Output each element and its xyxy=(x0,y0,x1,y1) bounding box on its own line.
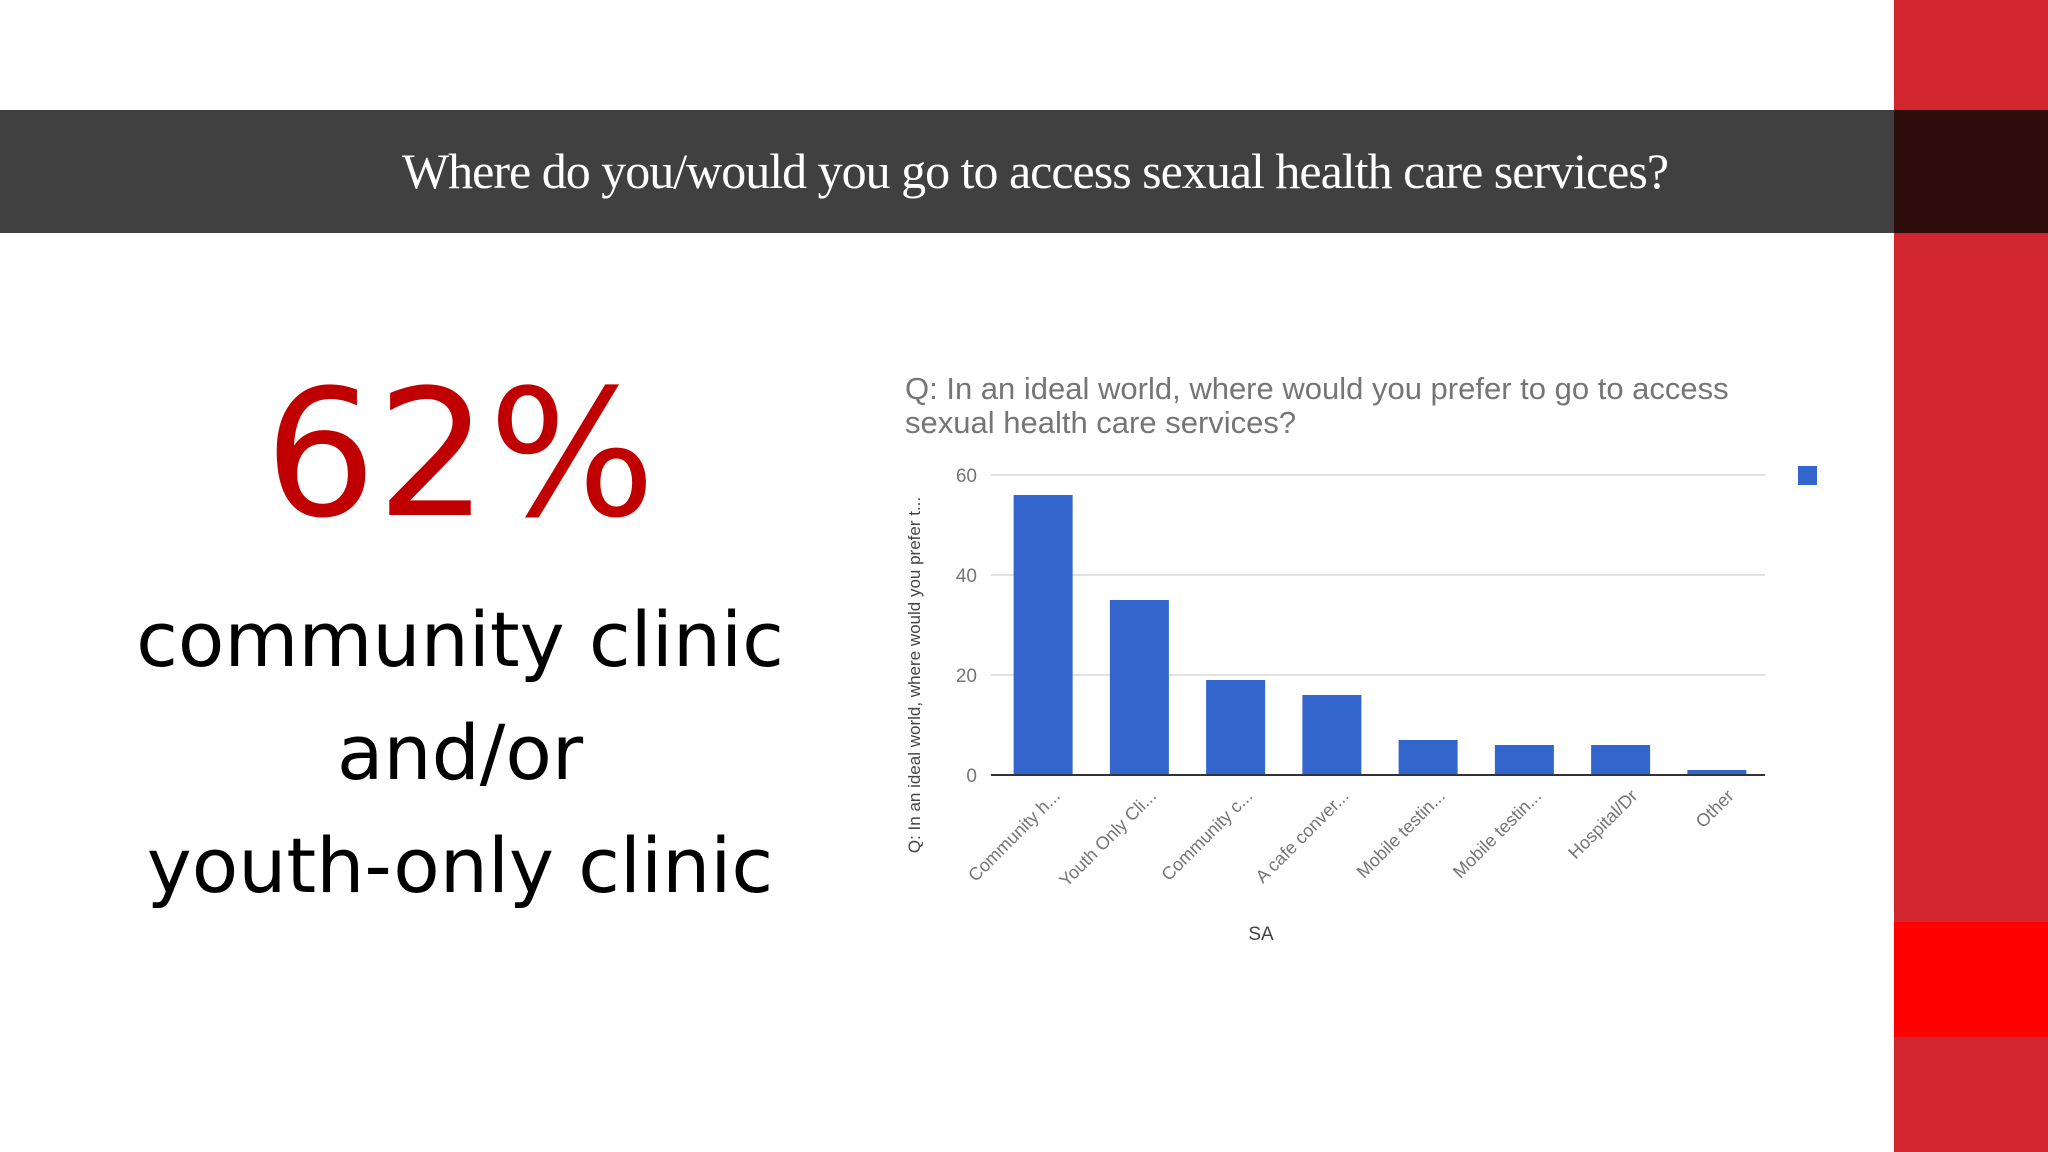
right-accent-bar-dark-segment xyxy=(1894,110,2048,233)
chart-title: Q: In an ideal world, where would you pr… xyxy=(905,372,1865,440)
chart-title-line: sexual health care services? xyxy=(905,405,1297,440)
bar xyxy=(1302,695,1362,775)
x-tick-label: Mobile testin... xyxy=(1353,786,1449,882)
x-tick-label: A cafe conver... xyxy=(1252,786,1353,887)
bar xyxy=(1013,495,1073,775)
x-axis-label: SA xyxy=(1248,924,1274,945)
bar xyxy=(1398,740,1458,775)
chart-plot: 0 20 40 60 Community h...Youth Only Cli...Co… xyxy=(905,466,1817,945)
bar xyxy=(1109,600,1169,775)
bar-chart: Q: In an ideal world, where would you pr… xyxy=(880,360,1880,960)
bar xyxy=(1206,680,1266,775)
stat-value: 62% xyxy=(264,352,656,557)
right-accent-bar-bright-segment xyxy=(1894,922,2048,1037)
title-band: Where do you/would you go to access sexu… xyxy=(0,110,1894,233)
stat-caption-line: youth-only clinic xyxy=(146,821,774,910)
y-axis-label: Q: In an ideal world, where would you pr… xyxy=(905,497,924,853)
x-tick-label: Community h... xyxy=(964,786,1064,886)
x-tick-label: Other xyxy=(1692,786,1738,832)
y-tick-label: 60 xyxy=(956,466,977,487)
x-tick-label: Mobile testin... xyxy=(1449,786,1545,882)
slide-title: Where do you/would you go to access sexu… xyxy=(401,143,1669,199)
x-tick-label: Community c... xyxy=(1157,786,1256,885)
chart-title-line: Q: In an ideal world, where would you pr… xyxy=(905,371,1729,406)
y-tick-label: 20 xyxy=(956,666,977,687)
x-tick-label: Youth Only Cli... xyxy=(1055,786,1160,891)
bar xyxy=(1494,745,1554,775)
legend-swatch xyxy=(1798,466,1817,485)
y-tick-label: 0 xyxy=(966,766,977,787)
x-tick-label: Hospital/Dr xyxy=(1564,786,1641,863)
y-tick-label: 40 xyxy=(956,566,977,587)
bar xyxy=(1687,770,1747,775)
bar xyxy=(1591,745,1651,775)
stat-caption-line: community clinic xyxy=(136,595,784,684)
stat-caption-line: and/or xyxy=(336,708,584,797)
stat-caption: community clinic and/or youth-only clini… xyxy=(60,583,860,922)
